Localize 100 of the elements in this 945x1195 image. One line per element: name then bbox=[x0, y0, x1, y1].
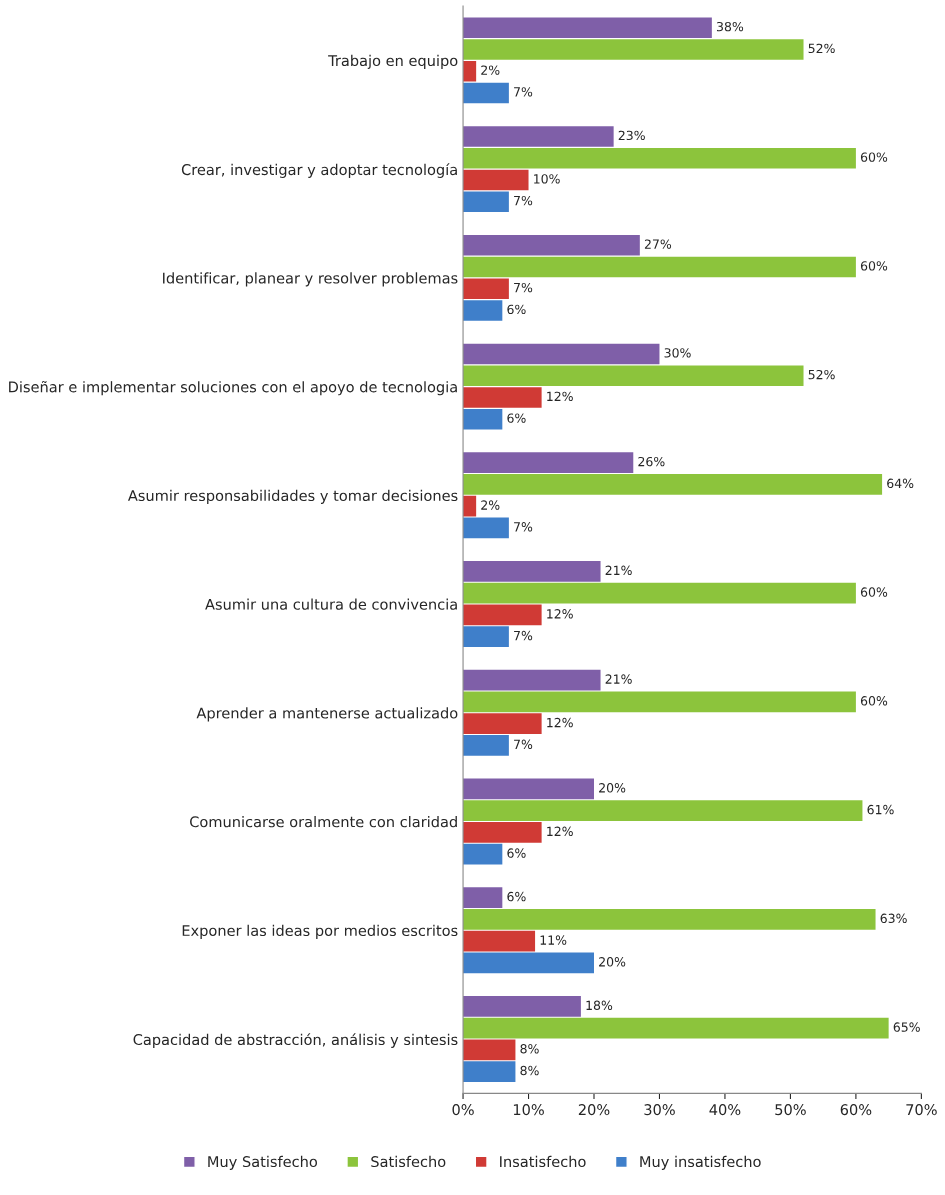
y-tick-label: Asumir una cultura de convivencia bbox=[205, 598, 457, 610]
bar bbox=[463, 234, 640, 256]
bar bbox=[463, 996, 581, 1017]
bar bbox=[463, 17, 712, 39]
bar bbox=[463, 887, 503, 909]
data-label: 60% bbox=[860, 152, 888, 162]
bar bbox=[463, 1061, 516, 1083]
data-label: 30% bbox=[664, 348, 691, 358]
x-tick-label: 30% bbox=[644, 1104, 675, 1116]
data-label: 21% bbox=[605, 674, 632, 684]
data-label: 6% bbox=[507, 848, 526, 858]
data-label: 27% bbox=[644, 239, 672, 249]
data-label: 8% bbox=[520, 1065, 539, 1076]
bar bbox=[463, 495, 477, 517]
y-tick-label: Crear, investigar y adoptar tecnología bbox=[181, 163, 457, 178]
data-label: 52% bbox=[808, 43, 835, 54]
bar bbox=[463, 82, 509, 104]
bar bbox=[463, 343, 660, 365]
data-label: 8% bbox=[520, 1044, 539, 1054]
data-label: 18% bbox=[586, 1000, 613, 1011]
bar bbox=[463, 669, 601, 691]
data-label: 20% bbox=[599, 783, 626, 793]
y-tick-label: Asumir responsabilidades y tomar decisiones bbox=[127, 489, 458, 504]
bar bbox=[463, 39, 804, 60]
bar bbox=[463, 735, 509, 756]
data-label: 7% bbox=[514, 630, 533, 641]
bar bbox=[463, 909, 876, 930]
bar bbox=[463, 60, 477, 82]
legend-label: Insatisfecho bbox=[500, 1155, 586, 1168]
y-tick-label: Aprender a mantenerse actualizado bbox=[196, 707, 458, 722]
data-label: 23% bbox=[618, 130, 645, 141]
data-label: 6% bbox=[507, 304, 526, 315]
bar bbox=[463, 1017, 889, 1039]
bar bbox=[463, 800, 863, 822]
bar bbox=[463, 278, 509, 300]
data-label: 65% bbox=[893, 1022, 920, 1032]
bar bbox=[463, 387, 542, 408]
data-label: 7% bbox=[514, 739, 533, 750]
data-label: 26% bbox=[638, 456, 665, 467]
data-label: 64% bbox=[887, 478, 914, 489]
bar bbox=[463, 474, 883, 495]
data-label: 63% bbox=[880, 913, 907, 924]
data-label: 7% bbox=[514, 195, 533, 206]
data-label: 12% bbox=[547, 609, 573, 619]
data-label: 61% bbox=[867, 804, 894, 815]
bar bbox=[463, 930, 536, 952]
bar bbox=[463, 604, 542, 626]
data-label: 52% bbox=[808, 369, 835, 380]
bar bbox=[463, 300, 503, 321]
bar bbox=[463, 713, 542, 735]
bar bbox=[463, 778, 594, 800]
data-label: 38% bbox=[716, 21, 744, 32]
bar bbox=[463, 365, 804, 387]
data-label: 10% bbox=[534, 174, 560, 184]
legend-label: Satisfecho bbox=[371, 1155, 446, 1168]
y-tick-label: Capacidad de abstracción, análisis y sintesis bbox=[133, 1033, 458, 1048]
bar bbox=[463, 952, 594, 974]
data-label: 60% bbox=[860, 587, 888, 597]
bar bbox=[463, 452, 634, 474]
data-label: 12% bbox=[547, 717, 573, 728]
bar bbox=[463, 169, 529, 191]
data-label: 12% bbox=[547, 391, 573, 402]
bar bbox=[463, 517, 509, 539]
x-tick-label: 50% bbox=[775, 1104, 806, 1116]
y-tick-label: Identificar, planear y resolver problemas bbox=[163, 272, 458, 287]
bar bbox=[463, 626, 509, 648]
bar bbox=[463, 1039, 516, 1061]
data-label: 21% bbox=[605, 565, 632, 576]
bar bbox=[463, 691, 856, 713]
bar bbox=[463, 408, 503, 430]
data-label: 2% bbox=[481, 65, 500, 75]
x-tick-label: 20% bbox=[578, 1104, 610, 1116]
data-label: 7% bbox=[514, 87, 533, 97]
y-tick-label: Trabajo en equipo bbox=[328, 54, 458, 69]
bar bbox=[463, 147, 856, 169]
data-label: 60% bbox=[860, 261, 888, 271]
x-tick-label: 60% bbox=[840, 1104, 872, 1116]
data-label: 7% bbox=[514, 522, 533, 532]
data-label: 60% bbox=[860, 696, 888, 706]
data-label: 2% bbox=[481, 500, 500, 510]
y-tick-label: Diseñar e implementar soluciones con el apoyo de tecnologia bbox=[9, 380, 457, 396]
x-tick-label: 10% bbox=[513, 1104, 544, 1116]
x-tick-label: 40% bbox=[709, 1104, 741, 1116]
bar bbox=[463, 582, 856, 604]
bar bbox=[463, 822, 542, 843]
data-label: 6% bbox=[507, 413, 526, 423]
bar bbox=[463, 561, 601, 582]
bar bbox=[463, 126, 614, 147]
legend-label: Muy Satisfecho bbox=[208, 1155, 318, 1170]
data-label: 12% bbox=[547, 826, 573, 837]
bar bbox=[463, 843, 503, 865]
data-label: 20% bbox=[599, 957, 626, 967]
x-tick-label: 70% bbox=[906, 1104, 937, 1116]
y-tick-label: Comunicarse oralmente con claridad bbox=[190, 816, 457, 828]
bar bbox=[463, 191, 509, 213]
data-label: 11% bbox=[540, 935, 567, 945]
y-tick-label: Exponer las ideas por medios escritos bbox=[182, 924, 458, 939]
data-label: 7% bbox=[514, 282, 533, 293]
legend-label: Muy insatisfecho bbox=[640, 1155, 761, 1170]
bar bbox=[463, 256, 856, 278]
